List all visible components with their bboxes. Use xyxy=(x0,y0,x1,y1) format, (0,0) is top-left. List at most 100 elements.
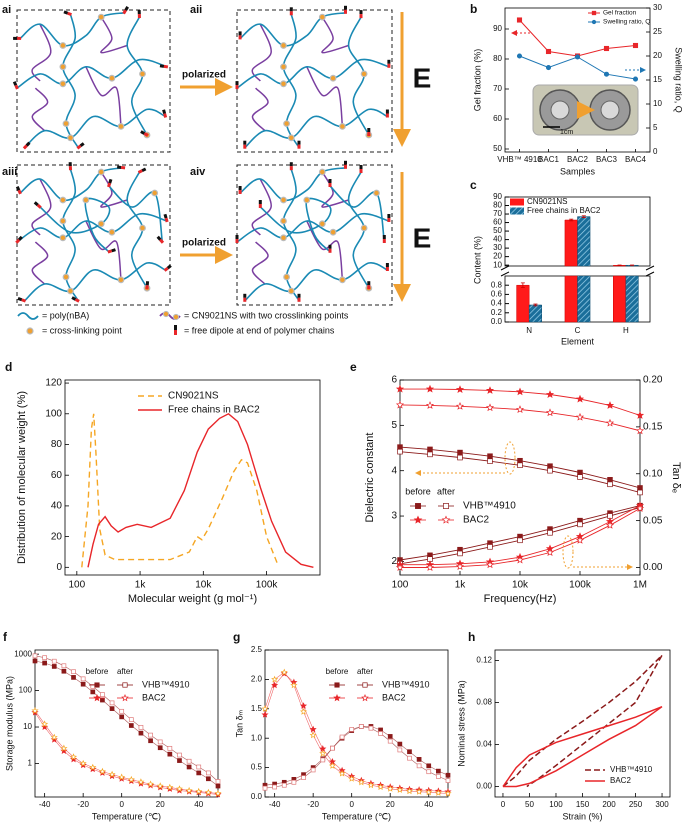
dipole-neg xyxy=(367,128,371,132)
y-tick-label: 2.0 xyxy=(251,675,263,684)
marker xyxy=(167,751,173,757)
legend-chain xyxy=(17,312,39,320)
dipole-neg xyxy=(108,178,113,184)
marker xyxy=(545,408,555,417)
dipole-pos xyxy=(328,248,332,253)
data-line xyxy=(81,413,279,568)
dipole-pos xyxy=(15,238,21,244)
marker xyxy=(119,714,125,720)
marker xyxy=(455,401,465,410)
marker xyxy=(361,693,369,702)
dipole-neg xyxy=(12,81,18,86)
cross-link xyxy=(318,168,326,176)
dipole-neg xyxy=(17,296,23,302)
x-tick-label: 0 xyxy=(349,800,354,809)
dipole-neg xyxy=(124,6,129,12)
legend-text: = cross-linking point xyxy=(42,325,122,335)
x-tick-label: VHB™ 4910 xyxy=(497,155,542,164)
marker xyxy=(487,544,493,550)
cross-link xyxy=(97,220,105,228)
marker xyxy=(31,706,39,714)
y-tick-label: 120 xyxy=(45,378,62,389)
cross-link xyxy=(59,196,67,204)
x-tick-label: 300 xyxy=(655,800,669,809)
plot-frame xyxy=(64,379,321,576)
axis-break xyxy=(500,271,510,277)
polymer-chain xyxy=(259,197,332,253)
y-tick-label: 30 xyxy=(493,243,502,252)
y-axis-label: Storage modulus (MPa) xyxy=(4,676,14,771)
x-axis-label: Element xyxy=(561,336,595,346)
cross-link xyxy=(117,122,125,130)
legend-header: before xyxy=(86,667,109,676)
legend-label: Free chains in BAC2 xyxy=(168,405,260,416)
dipole-pos xyxy=(385,267,389,271)
x-tick-label: 100k xyxy=(569,580,592,591)
marker xyxy=(395,563,405,571)
marker xyxy=(71,669,76,675)
dipole-neg xyxy=(382,235,386,239)
marker xyxy=(122,682,128,688)
marker xyxy=(109,700,115,706)
plot-frame xyxy=(264,649,449,798)
polymer-chain xyxy=(236,212,390,243)
marker xyxy=(156,782,164,790)
legend-header: before xyxy=(326,667,349,676)
panel-label: c xyxy=(470,178,477,192)
data-line xyxy=(264,671,449,794)
crosslinker-chain xyxy=(100,16,128,54)
y-tick-label: 50 xyxy=(493,144,502,153)
legend-header: after xyxy=(437,486,455,496)
cross-link xyxy=(67,134,74,142)
dipole-pos xyxy=(359,14,363,19)
x-axis-label: Molecular weight (g mol⁻¹) xyxy=(128,593,257,605)
marker xyxy=(128,723,134,728)
data-line xyxy=(502,654,663,788)
marker xyxy=(80,676,86,682)
dipole-pos xyxy=(387,63,391,68)
data-line xyxy=(34,712,219,795)
crosslinker-chain xyxy=(85,220,122,280)
dipole-neg xyxy=(137,10,141,15)
cross-link xyxy=(280,42,287,49)
marker xyxy=(547,530,553,536)
panel-label: b xyxy=(470,2,477,16)
cross-link xyxy=(318,220,326,228)
marker xyxy=(603,71,610,77)
marker xyxy=(485,560,495,569)
marker xyxy=(455,562,465,571)
dipole-neg xyxy=(387,214,391,218)
marker xyxy=(434,789,442,796)
marker xyxy=(635,504,645,512)
cross-link xyxy=(59,234,67,242)
marker xyxy=(517,457,523,464)
diagram-box xyxy=(16,9,171,153)
y-tick-label: 100 xyxy=(45,408,62,419)
y2-tick-label: 0.00 xyxy=(643,562,663,573)
y2-tick-label: 25 xyxy=(653,27,662,36)
x-tick-label: 0 xyxy=(501,800,506,809)
x-tick-label: 10k xyxy=(512,580,529,591)
data-line xyxy=(264,673,449,792)
marker xyxy=(516,17,523,23)
marker xyxy=(378,731,383,736)
dipole-pos xyxy=(143,132,149,137)
error-bar xyxy=(520,282,525,288)
marker xyxy=(61,663,67,669)
crosslinker-chain xyxy=(31,178,52,236)
marker xyxy=(485,403,495,412)
marker xyxy=(300,707,308,715)
marker xyxy=(50,736,58,743)
polymer-chain xyxy=(62,169,79,302)
y-axis-label: Distribution of molecular weight (%) xyxy=(16,391,28,564)
dipole-pos xyxy=(68,166,73,171)
dipole-pos xyxy=(107,249,113,254)
dipole-pos xyxy=(22,144,28,150)
marker xyxy=(397,747,403,753)
y-tick-label: 0.0 xyxy=(491,317,503,326)
x-tick-label: 100k xyxy=(256,580,279,591)
panel-label: aiii xyxy=(2,166,17,178)
legend-label: BAC2 xyxy=(610,776,631,785)
legend-dot xyxy=(172,313,180,321)
dipole-neg xyxy=(367,281,371,286)
